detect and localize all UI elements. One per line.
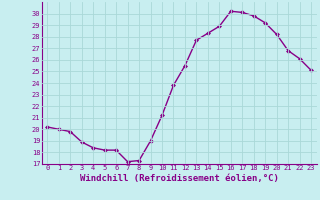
- X-axis label: Windchill (Refroidissement éolien,°C): Windchill (Refroidissement éolien,°C): [80, 174, 279, 183]
